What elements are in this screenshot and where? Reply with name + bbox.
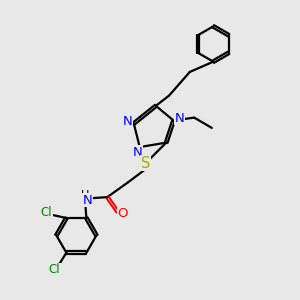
Text: H: H — [80, 190, 89, 200]
Text: N: N — [83, 194, 92, 207]
Text: Cl: Cl — [41, 206, 52, 219]
Text: N: N — [175, 112, 184, 125]
Text: N: N — [123, 115, 133, 128]
Text: O: O — [118, 207, 128, 220]
Text: N: N — [133, 146, 142, 159]
Text: Cl: Cl — [49, 263, 60, 276]
Text: S: S — [141, 156, 150, 171]
